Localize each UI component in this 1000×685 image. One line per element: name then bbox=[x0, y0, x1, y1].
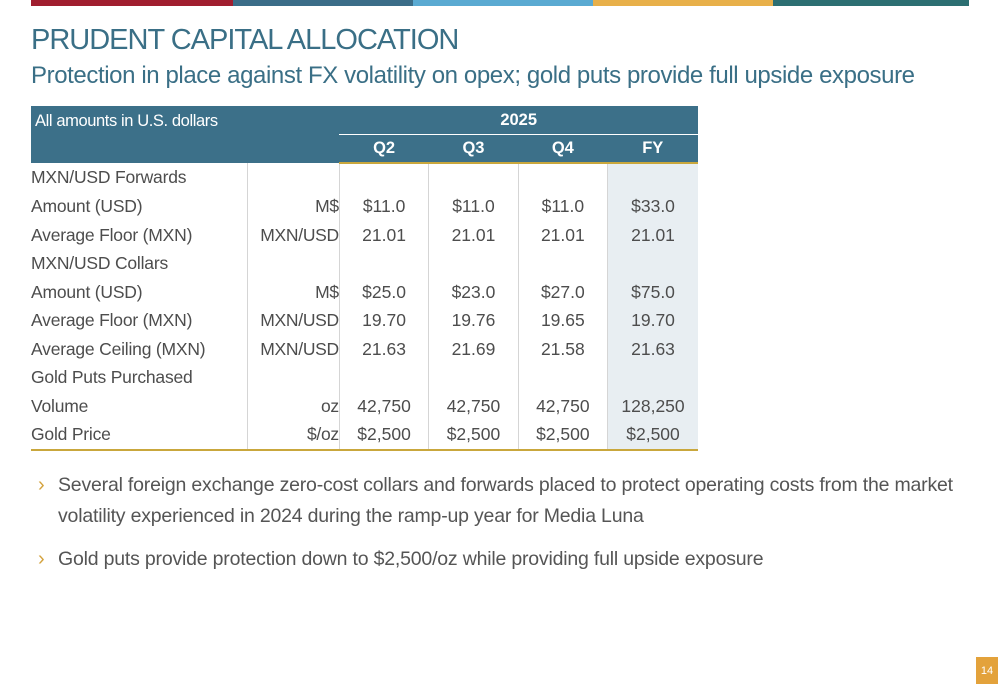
row-unit: MXN/USD bbox=[247, 335, 340, 364]
row-label: Volume bbox=[31, 395, 89, 416]
value-cell: 19.70 bbox=[338, 306, 429, 335]
column-header-q4: Q4 bbox=[518, 134, 608, 164]
table-caption: All amounts in U.S. dollars bbox=[31, 106, 340, 163]
table-row: Average Floor (MXN) MXN/USD 21.01 21.01 21.0… bbox=[31, 221, 698, 250]
page-title: PRUDENT CAPITAL ALLOCATION bbox=[31, 24, 459, 56]
row-unit: $/oz bbox=[247, 420, 340, 451]
value-cell: $27.0 bbox=[517, 278, 608, 307]
page-subtitle: Protection in place against FX volatilit… bbox=[31, 62, 915, 89]
fy-value-cell: $2,500 bbox=[607, 420, 698, 451]
value-cell: $11.0 bbox=[428, 192, 519, 221]
empty-cell bbox=[338, 249, 429, 278]
bullet-item: › Several foreign exchange zero-cost col… bbox=[38, 470, 958, 532]
column-header-row: Q2 Q3 Q4 FY bbox=[31, 134, 698, 164]
chevron-right-icon: › bbox=[38, 474, 45, 496]
section-title: MXN/USD Collars bbox=[31, 253, 169, 274]
empty-cell bbox=[428, 163, 519, 193]
top-bar-segment bbox=[413, 0, 593, 6]
fy-value-cell: 128,250 bbox=[607, 392, 698, 421]
bullet-list: › Several foreign exchange zero-cost col… bbox=[38, 470, 958, 575]
row-label: Average Floor (MXN) bbox=[31, 310, 193, 331]
table-row: Gold Price $/oz $2,500 $2,500 $2,500 $2,500 bbox=[31, 420, 698, 451]
value-cell: $23.0 bbox=[428, 278, 519, 307]
row-unit: MXN/USD bbox=[247, 221, 340, 250]
value-cell: 42,750 bbox=[338, 392, 429, 421]
section-header-row: MXN/USD Collars bbox=[31, 249, 698, 278]
table-row: Volume oz 42,750 42,750 42,750 128,250 bbox=[31, 392, 698, 421]
row-unit: M$ bbox=[247, 278, 340, 307]
table-row: Average Ceiling (MXN) MXN/USD 21.63 21.69 21… bbox=[31, 335, 698, 364]
row-unit: oz bbox=[247, 392, 340, 421]
empty-cell bbox=[517, 363, 608, 392]
value-cell: 21.69 bbox=[428, 335, 519, 364]
row-label: Gold Price bbox=[31, 420, 248, 451]
value-cell: 19.76 bbox=[428, 306, 519, 335]
chevron-right-icon: › bbox=[38, 548, 45, 570]
top-bar-segment bbox=[31, 0, 233, 6]
top-bar-segment bbox=[773, 0, 969, 6]
empty-cell bbox=[247, 363, 340, 392]
value-cell: 21.01 bbox=[517, 221, 608, 250]
empty-cell bbox=[338, 163, 429, 193]
value-cell: 42,750 bbox=[517, 392, 608, 421]
value-cell: 21.01 bbox=[338, 221, 429, 250]
table-row: Amount (USD) M$ $25.0 $23.0 $27.0 $75.0 bbox=[31, 278, 698, 307]
row-unit: MXN/USD bbox=[247, 306, 340, 335]
page-number: 14 bbox=[976, 657, 998, 684]
section-header-row: MXN/USD Forwards bbox=[31, 163, 698, 193]
fy-value-cell: 21.01 bbox=[607, 221, 698, 250]
fy-value-cell: 21.63 bbox=[607, 335, 698, 364]
value-cell: $11.0 bbox=[338, 192, 429, 221]
fy-value-cell: $75.0 bbox=[607, 278, 698, 307]
value-cell: $11.0 bbox=[517, 192, 608, 221]
section-title: MXN/USD Forwards bbox=[31, 167, 187, 188]
top-bar-segment bbox=[593, 0, 773, 6]
empty-cell bbox=[607, 163, 698, 193]
empty-cell bbox=[517, 249, 608, 278]
year-header: 2025 bbox=[339, 106, 698, 135]
empty-cell bbox=[428, 363, 519, 392]
row-label: Average Ceiling (MXN) bbox=[31, 338, 206, 359]
section-title: Gold Puts Purchased bbox=[31, 367, 193, 388]
row-unit: M$ bbox=[247, 192, 340, 221]
section-header-row: Gold Puts Purchased bbox=[31, 363, 698, 392]
value-cell: $2,500 bbox=[517, 420, 608, 451]
column-header-q2: Q2 bbox=[339, 134, 429, 164]
top-color-bar bbox=[31, 0, 969, 6]
bullet-text: Several foreign exchange zero-cost colla… bbox=[58, 474, 953, 527]
empty-cell bbox=[338, 363, 429, 392]
empty-cell bbox=[247, 249, 340, 278]
value-cell: 19.65 bbox=[517, 306, 608, 335]
column-header-fy: FY bbox=[607, 134, 698, 164]
row-label: Amount (USD) bbox=[31, 281, 143, 302]
value-cell: $2,500 bbox=[428, 420, 519, 451]
empty-cell bbox=[607, 363, 698, 392]
value-cell: $25.0 bbox=[338, 278, 429, 307]
table-row: Amount (USD) M$ $11.0 $11.0 $11.0 $33.0 bbox=[31, 192, 698, 221]
row-label: Average Floor (MXN) bbox=[31, 224, 193, 245]
value-cell: 21.58 bbox=[517, 335, 608, 364]
value-cell: $2,500 bbox=[338, 420, 429, 451]
empty-cell bbox=[517, 163, 608, 193]
empty-cell bbox=[247, 163, 340, 193]
bullet-item: › Gold puts provide protection down to $… bbox=[38, 544, 958, 575]
empty-cell bbox=[428, 249, 519, 278]
value-cell: 42,750 bbox=[428, 392, 519, 421]
value-cell: 21.01 bbox=[428, 221, 519, 250]
value-cell: 21.63 bbox=[338, 335, 429, 364]
row-label: Amount (USD) bbox=[31, 196, 143, 217]
top-bar-segment bbox=[233, 0, 413, 6]
table-row: Average Floor (MXN) MXN/USD 19.70 19.76 19.6… bbox=[31, 306, 698, 335]
fy-value-cell: $33.0 bbox=[607, 192, 698, 221]
empty-cell bbox=[607, 249, 698, 278]
table-header-row: All amounts in U.S. dollars 2025 bbox=[31, 106, 698, 163]
bullet-text: Gold puts provide protection down to $2,… bbox=[58, 548, 764, 570]
column-header-q3: Q3 bbox=[428, 134, 519, 164]
fy-value-cell: 19.70 bbox=[607, 306, 698, 335]
hedging-table: All amounts in U.S. dollars 2025 Q2 Q3 Q… bbox=[31, 106, 698, 451]
